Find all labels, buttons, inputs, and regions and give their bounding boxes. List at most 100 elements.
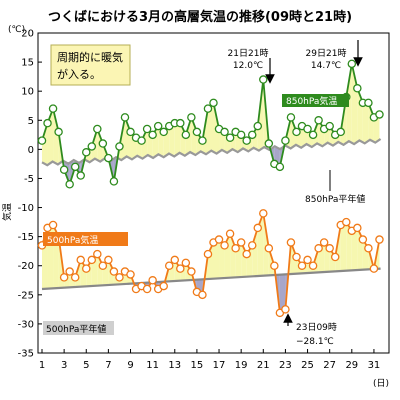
fill-500-segment	[340, 222, 347, 272]
series-850-point	[126, 127, 135, 137]
series-500-point	[198, 290, 207, 300]
x-tick-label: 17	[213, 360, 226, 371]
normal-850-line	[41, 138, 382, 167]
series-500-point	[231, 244, 240, 253]
series-500-point	[98, 261, 108, 270]
fill-850-segment	[53, 108, 59, 164]
series-500-point	[358, 235, 368, 244]
series-850-point	[336, 127, 345, 137]
series-850-point	[286, 113, 296, 122]
y-tick-label: 15	[21, 58, 34, 69]
series-500-point	[148, 276, 157, 285]
series-850-point	[120, 113, 130, 122]
series-500-point	[264, 244, 274, 253]
y-tick-label: -25	[18, 290, 34, 301]
y-tick-label: -5	[24, 174, 34, 185]
x-tick-label: 5	[83, 360, 89, 371]
callout-day29-value: 14.7℃	[311, 61, 341, 71]
series-850-point	[203, 104, 213, 113]
series-850-point	[247, 130, 257, 140]
series-850-point	[198, 136, 207, 145]
y-tick-label: -30	[18, 319, 34, 330]
x-tick-label: 3	[61, 360, 67, 371]
series-500-point	[115, 273, 124, 282]
x-tick-label: 23	[279, 360, 292, 371]
series-500-point	[364, 244, 373, 253]
series-500-point	[292, 252, 301, 262]
x-tick-label: 9	[127, 360, 133, 371]
series-500-point	[76, 255, 85, 265]
annotation-text-line-1: 周期的に暖気	[57, 50, 123, 64]
series-500-point	[164, 261, 174, 270]
fill-500-segment	[252, 227, 258, 277]
series-850-point	[347, 59, 357, 69]
callout-day21-time: 21日21時	[228, 48, 269, 59]
series-850-point	[37, 136, 47, 145]
normal-500-text: 500hPa平年値	[46, 323, 106, 335]
fill-850-segment	[207, 102, 214, 153]
series-500-point	[314, 244, 323, 253]
series-850-point	[43, 118, 52, 128]
series-850-point	[325, 121, 334, 131]
series-850-point	[48, 104, 58, 113]
x-tick-label: 25	[301, 360, 314, 371]
callout-day21-value: 12.0℃	[233, 61, 263, 71]
x-tick-label: 7	[105, 360, 111, 371]
series-500-point	[187, 267, 196, 276]
series-500-point	[181, 258, 191, 268]
series-850-point	[82, 148, 91, 157]
fill-850-segment	[124, 117, 131, 159]
series-850-point	[176, 118, 185, 128]
series-850-point	[375, 110, 384, 119]
x-tick-label: 13	[168, 360, 181, 371]
fill-500-segment	[213, 239, 220, 279]
y-tick-label: -10	[18, 203, 34, 214]
series-500-point	[353, 223, 362, 233]
series-850-point	[264, 139, 274, 148]
series-500-point	[65, 267, 74, 276]
series-850-point	[281, 136, 290, 145]
series-850-point	[303, 124, 312, 134]
series-850-point	[253, 121, 263, 131]
series-500-point	[286, 238, 296, 247]
x-tick-label: 21	[257, 360, 270, 371]
series-500-point	[319, 238, 329, 247]
series-850-point	[353, 84, 362, 93]
y-tick-label: 10	[21, 87, 34, 98]
normal-500-label: 500hPa平年値	[43, 321, 114, 335]
series-500-point	[297, 261, 307, 270]
x-unit-label: (日)	[373, 378, 389, 389]
series-850-point	[142, 124, 152, 134]
series-850-point	[153, 121, 163, 131]
series-850-point	[104, 153, 113, 163]
series-500-point	[247, 241, 257, 250]
series-500-point	[126, 270, 135, 279]
series-850-point	[87, 142, 97, 151]
y-unit-label: (℃)	[8, 25, 25, 35]
series-500-point	[48, 220, 58, 230]
fill-500-segment	[263, 213, 269, 276]
callout-day29: 29日21時 14.7℃	[306, 40, 363, 71]
x-tick-label: 11	[146, 360, 159, 371]
y-tick-label: 5	[28, 116, 34, 127]
x-tick-label: 29	[345, 360, 358, 371]
series-500-point	[109, 267, 119, 276]
series-850-point	[98, 139, 108, 148]
series-850-point	[275, 162, 285, 172]
series-500-point	[281, 305, 290, 314]
series-850-point	[70, 162, 80, 172]
series-850-point	[115, 142, 124, 151]
series-850-point	[364, 98, 373, 108]
series-850-point	[159, 127, 168, 137]
y-tick-label: 0	[28, 145, 34, 156]
fill-850-segment	[368, 102, 374, 142]
fill-850-segment	[191, 117, 197, 154]
series-500-point	[308, 261, 318, 270]
series-850-point	[148, 130, 157, 140]
fill-500-segment	[97, 254, 103, 286]
series-850-point	[65, 180, 74, 189]
normal-500-line	[41, 267, 381, 291]
series-500-point	[59, 273, 69, 282]
